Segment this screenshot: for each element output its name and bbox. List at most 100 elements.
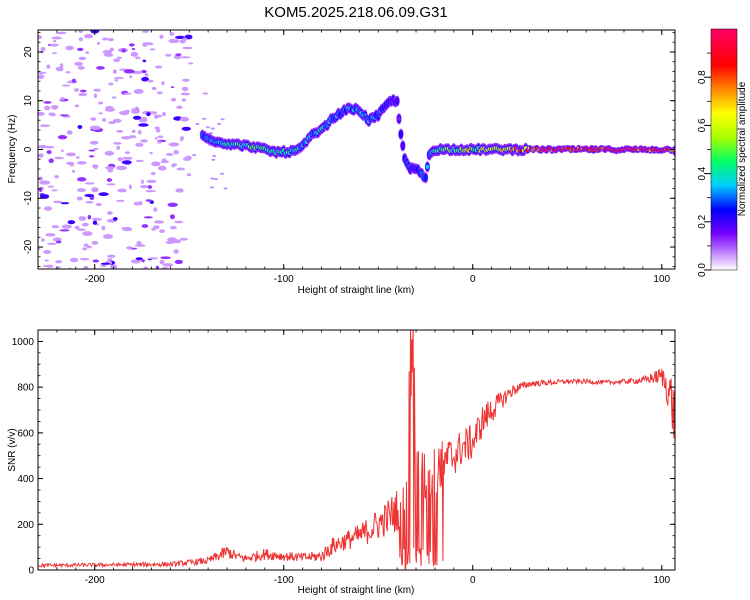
noise-blob [76, 196, 83, 201]
noise-blob [104, 107, 116, 112]
noise-blob [39, 194, 50, 199]
noise-blob [74, 61, 83, 66]
noise-blob [38, 111, 45, 116]
noise-blob [160, 256, 172, 260]
noise-blob [126, 246, 133, 250]
noise-blob [143, 216, 153, 219]
noise-blob [179, 237, 188, 241]
noise-blob [135, 142, 144, 147]
noise-blob [82, 231, 93, 236]
noise-blob [83, 265, 89, 269]
noise-blob [116, 165, 127, 171]
noise-blob [157, 165, 167, 171]
noise-blob [96, 66, 105, 70]
noise-blob [74, 225, 80, 230]
noise-blob [104, 150, 115, 156]
noise-blob [55, 66, 64, 72]
noise-blob [77, 47, 84, 52]
noise-blob [146, 179, 157, 183]
noise-blob [49, 43, 59, 47]
noise-blob [171, 86, 174, 89]
noise-blob [77, 125, 83, 129]
y-tick-label: 1000 [12, 337, 35, 348]
noise-blob [180, 92, 191, 96]
noise-blob [61, 224, 72, 229]
noise-blob [169, 214, 175, 220]
noise-blob [38, 153, 44, 158]
noise-blob [135, 106, 139, 110]
noise-blob [119, 110, 130, 116]
y-tick-label: 0 [23, 146, 34, 152]
noise-blob [209, 132, 213, 135]
noise-blob [78, 216, 87, 221]
top-ylabel: Frequency (Hz) [7, 115, 18, 184]
noise-blob [121, 160, 132, 165]
noise-blob [131, 47, 135, 51]
noise-blob [157, 140, 162, 144]
noise-blob [74, 104, 80, 108]
colorbar-tick-label: 0.6 [697, 118, 708, 132]
noise-blob [142, 30, 149, 33]
noise-blob [175, 35, 186, 40]
noise-blob [102, 37, 109, 41]
noise-blob [102, 49, 112, 55]
noise-blob [95, 202, 102, 207]
noise-blob [57, 135, 68, 140]
noise-blob [138, 123, 149, 127]
noise-blob [220, 172, 225, 175]
noise-blob [102, 118, 107, 122]
noise-blob [155, 128, 161, 133]
noise-blob [48, 158, 54, 163]
noise-blob [161, 158, 167, 162]
noise-blob [87, 214, 92, 220]
noise-blob [107, 211, 113, 215]
noise-blob [124, 151, 130, 155]
noise-blob [176, 167, 186, 171]
noise-blob [38, 71, 47, 74]
noise-blob [146, 112, 151, 117]
noise-blob [128, 184, 132, 190]
noise-blob [202, 117, 207, 120]
noise-blob [138, 129, 142, 135]
noise-blob [141, 69, 147, 74]
noise-blob [76, 228, 86, 231]
noise-blob [182, 78, 190, 82]
noise-blob [170, 226, 177, 230]
noise-blob [159, 34, 164, 39]
noise-blob [60, 97, 66, 101]
noise-blob [130, 51, 138, 57]
noise-blob [45, 264, 54, 268]
y-tick-label: 200 [17, 520, 34, 531]
noise-blob [168, 38, 180, 44]
noise-blob [155, 65, 163, 69]
noise-blob [66, 152, 76, 157]
noise-blob [86, 245, 92, 249]
noise-blob [155, 265, 159, 269]
noise-blob [174, 220, 184, 224]
noise-blob [45, 233, 56, 237]
noise-blob [132, 115, 142, 120]
spectrogram-frame [37, 29, 676, 270]
noise-blob [148, 257, 159, 260]
noise-blob [139, 118, 148, 123]
noise-blob [213, 178, 218, 181]
noise-blob [179, 116, 190, 122]
noise-blob [44, 259, 49, 262]
noise-blob [59, 229, 70, 232]
noise-blob [156, 91, 163, 95]
noise-blob [101, 225, 106, 231]
noise-blob [161, 81, 165, 86]
noise-blob [41, 238, 45, 242]
noise-blob [173, 54, 182, 60]
noise-blob [78, 92, 88, 97]
noise-blob [59, 114, 69, 117]
noise-blob [159, 259, 165, 265]
y-tick-label: 800 [17, 383, 34, 394]
noise-blob [54, 156, 64, 160]
noise-blob [98, 112, 103, 115]
noise-blob [60, 202, 70, 205]
noise-blob [162, 263, 174, 267]
noise-blob [140, 179, 144, 184]
